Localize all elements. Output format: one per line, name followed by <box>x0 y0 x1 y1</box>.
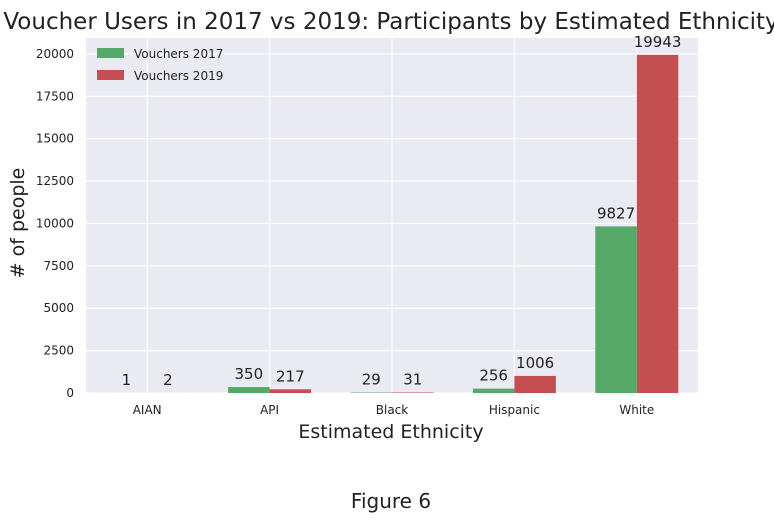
bar <box>392 392 434 393</box>
data-label: 256 <box>479 367 508 385</box>
bar <box>269 389 312 393</box>
y-tick-label: 17500 <box>36 89 74 103</box>
grid-lines <box>86 38 698 394</box>
bar <box>595 226 637 393</box>
legend: Vouchers 2017 Vouchers 2019 <box>97 47 223 83</box>
y-tick-label: 12500 <box>36 174 74 188</box>
bar <box>636 54 679 393</box>
x-tick-label: AIAN <box>133 403 162 417</box>
data-label: 217 <box>276 367 305 385</box>
x-axis-label: Estimated Ethnicity <box>298 421 483 443</box>
data-label: 2 <box>163 371 173 389</box>
x-tick-label: Black <box>376 403 409 417</box>
bar <box>228 387 270 393</box>
data-label: 1006 <box>516 354 554 372</box>
bar <box>514 375 556 393</box>
y-axis-label: # of people <box>7 168 29 279</box>
data-label: 350 <box>235 365 264 383</box>
y-tick-label: 7500 <box>43 259 74 273</box>
x-tick-label: API <box>260 403 279 417</box>
figure-caption: Figure 6 <box>351 489 431 513</box>
legend-swatch <box>97 48 124 58</box>
data-label: 9827 <box>597 204 635 222</box>
legend-swatch <box>97 70 124 80</box>
y-tick-label: 10000 <box>36 216 74 230</box>
y-tick-label: 5000 <box>43 301 74 315</box>
ticks: 0 2500 5000 7500 10000 12500 15000 17500 20000 AI… <box>36 47 654 417</box>
y-tick-label: 2500 <box>43 344 74 358</box>
y-tick-label: 0 <box>66 386 74 400</box>
data-labels: 1 350 29 256 9827 2 217 31 1006 19943 <box>122 33 682 389</box>
data-label: 31 <box>403 370 422 388</box>
data-label: 29 <box>362 371 381 389</box>
data-label: 19943 <box>634 33 682 51</box>
x-tick-label: Hispanic <box>489 403 540 417</box>
bars <box>105 54 679 393</box>
data-label: 1 <box>122 371 132 389</box>
legend-label: Vouchers 2019 <box>134 69 223 83</box>
y-tick-label: 20000 <box>36 47 74 61</box>
x-tick-label: White <box>619 403 654 417</box>
legend-label: Vouchers 2017 <box>134 47 223 61</box>
bar <box>472 388 515 393</box>
chart-title: Voucher Users in 2017 vs 2019: Participa… <box>3 9 774 35</box>
y-tick-label: 15000 <box>36 132 74 146</box>
